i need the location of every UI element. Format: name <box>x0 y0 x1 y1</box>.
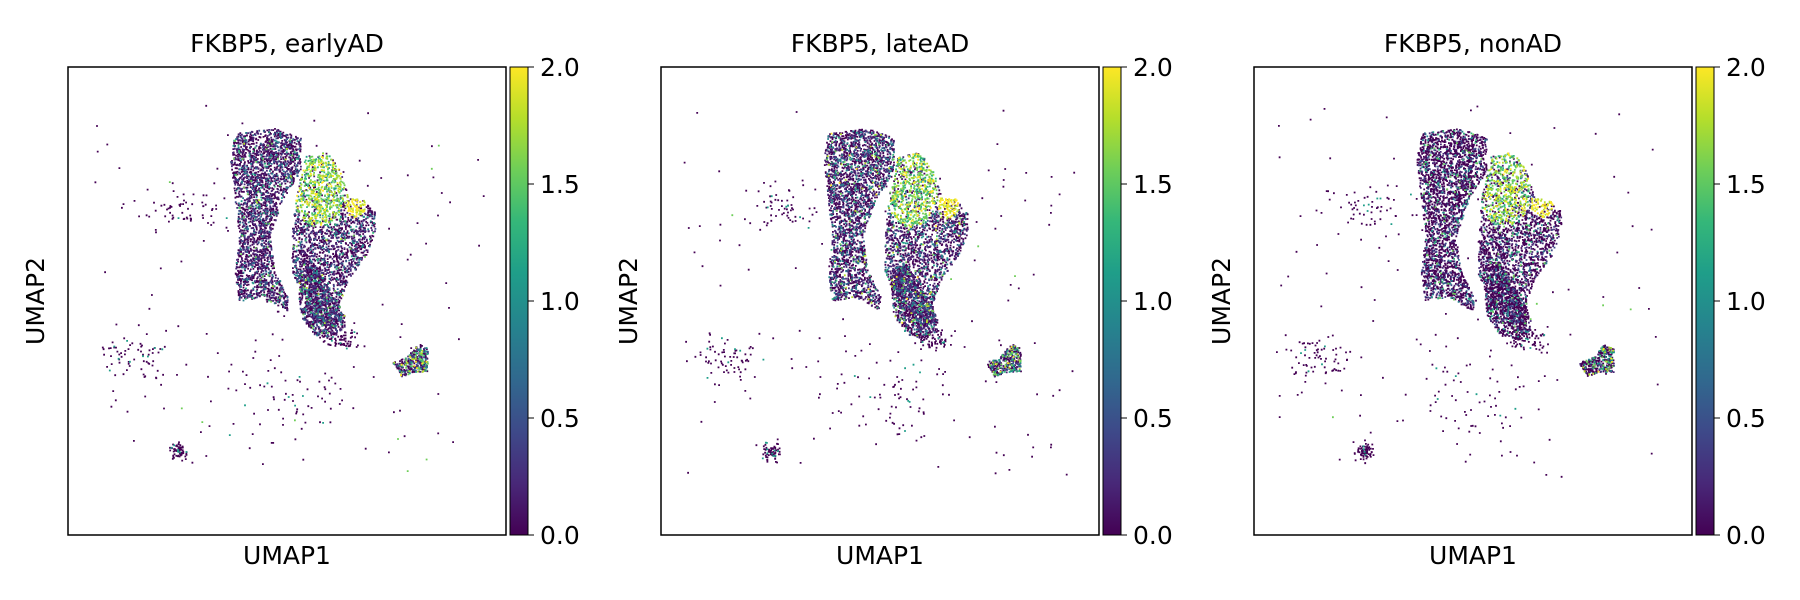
y-axis-label: UMAP2 <box>1207 257 1236 345</box>
scatter-points <box>94 104 485 472</box>
scatter-point-group-0 <box>683 109 1076 476</box>
colorbar-tick-label: 1.5 <box>540 170 580 199</box>
colorbar-tick-label: 1.0 <box>1726 287 1766 316</box>
scatter-point-group-1 <box>824 129 1022 378</box>
axes-frame <box>1253 66 1693 536</box>
scatter-point-group-0 <box>94 104 485 466</box>
colorbar: 0.0 0.5 1.0 1.5 2.0 <box>509 53 580 550</box>
x-axis-label: UMAP1 <box>836 541 924 570</box>
scatter-point-group-1 <box>231 129 428 378</box>
panel-title: FKBP5, earlyAD <box>190 29 384 58</box>
colorbar-tick-label: 0.0 <box>540 521 580 550</box>
colorbar: 0.0 0.5 1.0 1.5 2.0 <box>1695 53 1766 550</box>
scatter-point-group-8 <box>1483 155 1614 376</box>
panel-title: FKBP5, nonAD <box>1384 29 1562 58</box>
y-axis-label: UMAP2 <box>614 257 643 345</box>
colorbar-gradient <box>1102 66 1122 536</box>
scatter-point-group-4 <box>826 130 1017 376</box>
umap-panel-non-ad: FKBP5, nonAD UMAP1 UMAP2 0.0 0.5 1.0 1.5 2.0 <box>1207 29 1766 570</box>
colorbar-gradient <box>509 66 529 536</box>
colorbar: 0.0 0.5 1.0 1.5 2.0 <box>1102 53 1173 550</box>
x-axis-label: UMAP1 <box>1429 541 1517 570</box>
colorbar-tick-label: 2.0 <box>540 53 580 82</box>
umap-panel-late-ad: FKBP5, lateAD UMAP1 UMAP2 0.0 0.5 1.0 1.5 2.… <box>614 29 1173 570</box>
colorbar-tick-label: 1.5 <box>1133 170 1173 199</box>
colorbar-tick-label: 0.5 <box>540 404 580 433</box>
colorbar-tick-label: 0.5 <box>1133 404 1173 433</box>
axes-frame <box>67 66 507 536</box>
scatter-points <box>683 109 1076 476</box>
panel-title: FKBP5, lateAD <box>791 29 970 58</box>
scatter-point-group-6 <box>706 131 1022 460</box>
scatter-points <box>1276 105 1659 478</box>
scatter-point-group-4 <box>1417 129 1608 376</box>
colorbar-tick-label: 2.0 <box>1726 53 1766 82</box>
scatter-point-group-7 <box>168 139 440 472</box>
colorbar-tick-label: 1.0 <box>1133 287 1173 316</box>
colorbar-tick-label: 1.0 <box>540 287 580 316</box>
colorbar-tick-label: 0.0 <box>1726 521 1766 550</box>
colorbar-gradient <box>1695 66 1715 536</box>
colorbar-tick-label: 0.5 <box>1726 404 1766 433</box>
colorbar-tick-label: 2.0 <box>1133 53 1173 82</box>
colorbar-tick-label: 0.0 <box>1133 521 1173 550</box>
y-axis-label: UMAP2 <box>21 257 50 345</box>
umap-panel-early-ad: FKBP5, earlyAD UMAP1 UMAP2 0.0 0.5 1.0 1.5 2… <box>21 29 580 570</box>
axes-frame <box>660 66 1100 536</box>
x-axis-label: UMAP1 <box>243 541 331 570</box>
colorbar-tick-label: 1.5 <box>1726 170 1766 199</box>
